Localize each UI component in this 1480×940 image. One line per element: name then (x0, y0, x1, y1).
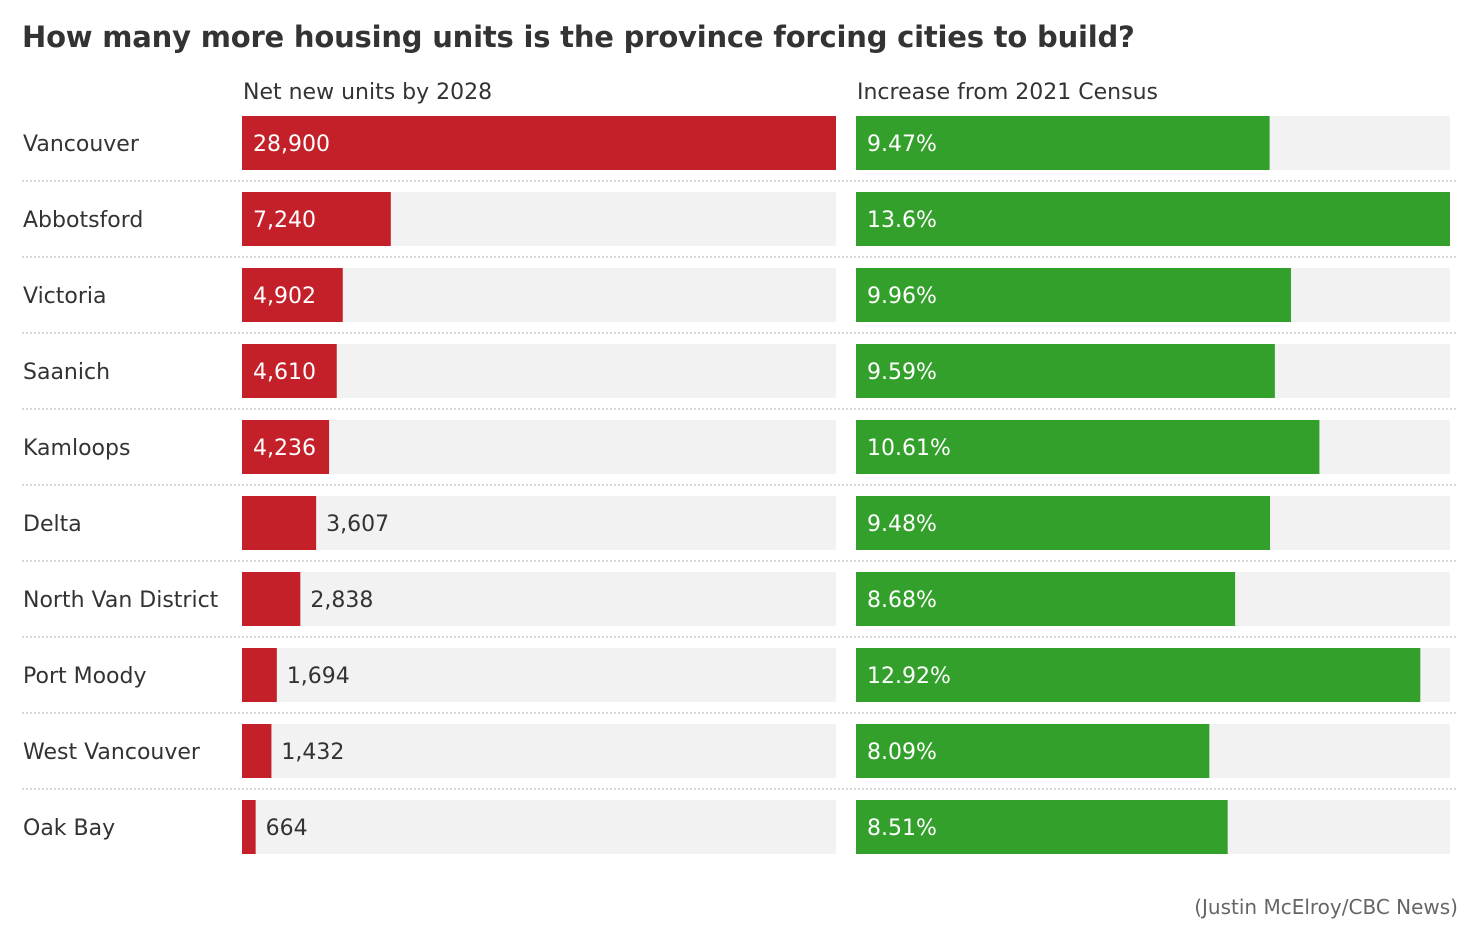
category-label: Delta (23, 512, 82, 537)
units-value-label: 1,432 (281, 740, 344, 765)
units-value-label: 664 (266, 816, 308, 841)
percent-bar (856, 268, 1292, 322)
percent-value-label: 8.51% (867, 816, 937, 841)
percent-bar (856, 648, 1421, 702)
percent-bar (856, 496, 1271, 550)
units-value-label: 4,902 (253, 284, 316, 309)
category-label: North Van District (23, 588, 219, 613)
bar-track (242, 572, 836, 626)
units-bar (242, 116, 836, 170)
units-value-label: 7,240 (253, 208, 316, 233)
units-bar (242, 344, 337, 398)
bar-track (242, 800, 836, 854)
percent-bar (856, 344, 1275, 398)
percent-bar (856, 192, 1450, 246)
units-value-label: 4,236 (253, 436, 316, 461)
percent-value-label: 8.68% (867, 588, 937, 613)
percent-value-label: 13.6% (867, 208, 937, 233)
units-bar (242, 648, 277, 702)
units-column-header: Net new units by 2028 (243, 80, 493, 105)
category-label: West Vancouver (23, 740, 201, 765)
units-bar (242, 724, 272, 778)
units-value-label: 28,900 (253, 132, 330, 157)
percent-bar (856, 800, 1228, 854)
category-label: Oak Bay (23, 816, 115, 841)
bar-track (242, 420, 836, 474)
category-label: Vancouver (23, 132, 140, 157)
percent-value-label: 8.09% (867, 740, 937, 765)
percent-value-label: 9.47% (867, 132, 937, 157)
units-value-label: 3,607 (326, 512, 389, 537)
category-label: Port Moody (23, 664, 147, 689)
units-bar (242, 420, 330, 474)
percent-bar (856, 116, 1270, 170)
chart-title: How many more housing units is the provi… (22, 20, 1135, 54)
category-label: Victoria (23, 284, 107, 309)
percent-value-label: 9.48% (867, 512, 937, 537)
percent-column-header: Increase from 2021 Census (857, 80, 1158, 105)
percent-value-label: 10.61% (867, 436, 951, 461)
bar-track (242, 648, 836, 702)
percent-value-label: 9.96% (867, 284, 937, 309)
units-value-label: 1,694 (287, 664, 350, 689)
bar-track (242, 496, 836, 550)
percent-bar (856, 572, 1236, 626)
units-value-label: 2,838 (310, 588, 373, 613)
units-bar (242, 800, 256, 854)
percent-bar (856, 420, 1320, 474)
bar-track (242, 724, 836, 778)
bar-track (242, 344, 836, 398)
units-bar (242, 192, 391, 246)
percent-bar (856, 724, 1210, 778)
source-credit: (Justin McElroy/CBC News) (1194, 895, 1458, 919)
category-label: Abbotsford (23, 208, 143, 233)
category-label: Kamloops (23, 436, 130, 461)
percent-value-label: 12.92% (867, 664, 951, 689)
category-label: Saanich (23, 360, 110, 385)
units-value-label: 4,610 (253, 360, 316, 385)
units-bar (242, 572, 301, 626)
percent-value-label: 9.59% (867, 360, 937, 385)
units-bar (242, 268, 343, 322)
units-bar (242, 496, 317, 550)
